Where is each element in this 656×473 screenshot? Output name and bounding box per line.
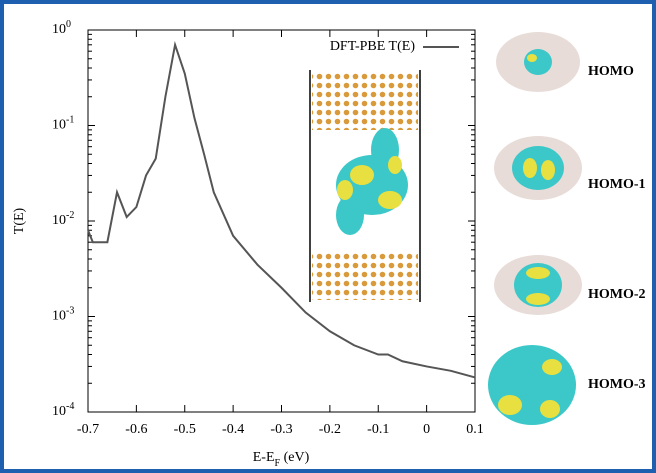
orbital-label: HOMO — [588, 64, 634, 79]
y-tick-base: 10 — [52, 309, 66, 324]
y-tick-exponent: -4 — [66, 401, 74, 412]
x-tick-label: -0.4 — [222, 422, 244, 437]
y-tick-exponent: -3 — [66, 305, 74, 316]
y-tick-base: 10 — [52, 213, 66, 228]
inset — [309, 70, 421, 302]
legend-label: DFT-PBE T(E) — [330, 39, 416, 54]
x-tick-label: 0.1 — [466, 422, 484, 437]
x-tick-label: -0.7 — [77, 422, 99, 437]
y-tick-label: 10-1 — [52, 114, 74, 132]
x-tick-label: 0 — [423, 422, 430, 437]
x-tick-label: -0.6 — [125, 422, 147, 437]
x-axis-label-part: E-E — [253, 450, 275, 465]
x-tick-label: -0.1 — [367, 422, 389, 437]
y-tick-base: 10 — [52, 22, 66, 37]
x-axis-label-part: F — [275, 458, 281, 469]
orbital-label: HOMO-1 — [588, 177, 646, 192]
y-tick-label: 10-4 — [52, 401, 74, 419]
y-tick-label: 100 — [52, 19, 71, 37]
y-tick-label: 10-2 — [52, 210, 74, 228]
orbital-label: HOMO-3 — [588, 377, 646, 392]
x-tick-label: -0.5 — [174, 422, 196, 437]
x-axis-label-part: (eV) — [280, 450, 309, 465]
y-tick-exponent: -2 — [66, 210, 74, 221]
x-tick-label: -0.3 — [270, 422, 292, 437]
y-tick-exponent: 0 — [66, 19, 71, 30]
y-axis-label: T(E) — [12, 207, 27, 234]
y-tick-label: 10-3 — [52, 305, 74, 323]
y-tick-base: 10 — [52, 118, 66, 133]
y-tick-exponent: -1 — [66, 114, 74, 125]
x-tick-label: -0.2 — [319, 422, 341, 437]
x-axis-label: E-EF (eV) — [253, 450, 310, 469]
y-tick-base: 10 — [52, 404, 66, 419]
orbital-images — [488, 32, 582, 425]
data-line — [87, 40, 476, 379]
orbital-label: HOMO-2 — [588, 287, 646, 302]
